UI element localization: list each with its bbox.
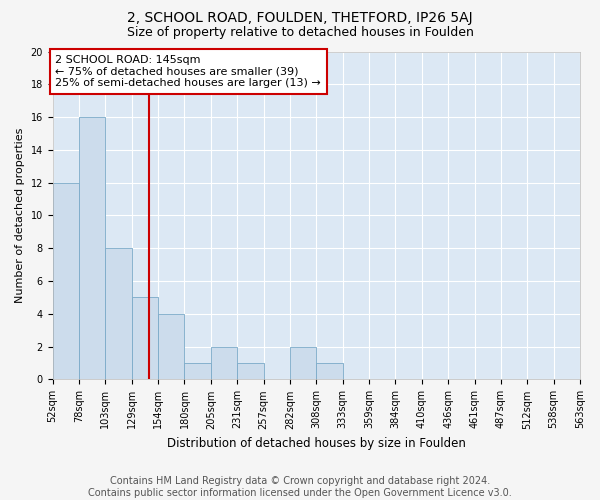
Bar xyxy=(290,346,316,380)
Bar xyxy=(184,363,211,380)
Text: 2 SCHOOL ROAD: 145sqm
← 75% of detached houses are smaller (39)
25% of semi-deta: 2 SCHOOL ROAD: 145sqm ← 75% of detached … xyxy=(55,55,321,88)
Bar xyxy=(132,298,158,380)
Bar xyxy=(106,248,132,380)
Bar xyxy=(237,363,263,380)
Bar xyxy=(158,314,184,380)
Y-axis label: Number of detached properties: Number of detached properties xyxy=(15,128,25,303)
Text: Contains HM Land Registry data © Crown copyright and database right 2024.
Contai: Contains HM Land Registry data © Crown c… xyxy=(88,476,512,498)
Bar xyxy=(211,346,237,380)
Text: 2, SCHOOL ROAD, FOULDEN, THETFORD, IP26 5AJ: 2, SCHOOL ROAD, FOULDEN, THETFORD, IP26 … xyxy=(127,11,473,25)
Bar xyxy=(79,117,106,380)
Bar xyxy=(316,363,343,380)
X-axis label: Distribution of detached houses by size in Foulden: Distribution of detached houses by size … xyxy=(167,437,466,450)
Text: Size of property relative to detached houses in Foulden: Size of property relative to detached ho… xyxy=(127,26,473,39)
Bar xyxy=(53,182,79,380)
